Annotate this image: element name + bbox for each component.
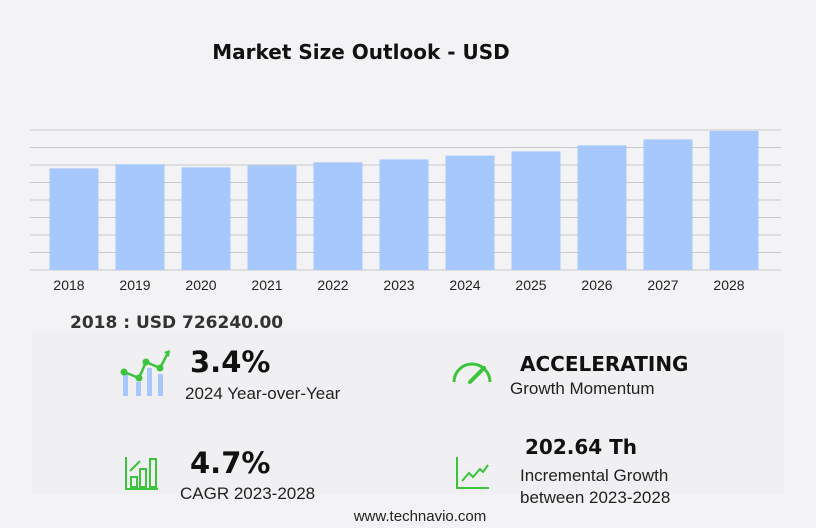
incremental-value: 202.64 Th <box>525 435 638 459</box>
incremental-period: between 2023-2028 <box>520 488 671 507</box>
incremental-growth-icon <box>456 457 489 489</box>
x-tick-label: 2024 <box>449 277 480 293</box>
x-tick-label: 2020 <box>185 277 216 293</box>
cagr-label: CAGR 2023-2028 <box>180 484 316 503</box>
x-tick-label: 2028 <box>713 277 744 293</box>
x-tick-label: 2018 <box>53 277 84 293</box>
incremental-label: Incremental Growth <box>520 466 669 485</box>
bar-2028 <box>709 130 759 270</box>
bar-2026 <box>577 145 627 270</box>
x-tick-label: 2022 <box>317 277 348 293</box>
trend-chart-icon <box>120 350 170 396</box>
x-tick-label: 2023 <box>383 277 414 293</box>
bar-2027 <box>643 139 693 270</box>
bar-2018 <box>49 168 99 270</box>
x-tick-label: 2026 <box>581 277 612 293</box>
bar-2021 <box>247 165 297 270</box>
bar-2023 <box>379 159 429 270</box>
x-tick-label: 2027 <box>647 277 678 293</box>
bar-2024 <box>445 155 495 270</box>
footer-url: www.technavio.com <box>353 508 487 525</box>
cagr-value: 4.7% <box>190 446 271 480</box>
stats-panel <box>32 332 784 494</box>
momentum-value: ACCELERATING <box>520 352 689 376</box>
bar-2025 <box>511 151 561 270</box>
bar-2020 <box>181 167 231 270</box>
yoy-value: 3.4% <box>190 345 271 379</box>
x-tick-label: 2021 <box>251 277 282 293</box>
base-year-value: 2018 : USD 726240.00 <box>70 313 284 333</box>
chart-title: Market Size Outlook - USD <box>212 40 510 64</box>
x-tick-label: 2019 <box>119 277 150 293</box>
bar-2019 <box>115 164 165 270</box>
bar-chart: 2018 2019 2020 2021 2022 2023 2024 2025 2026 2027… <box>30 129 781 293</box>
bar-2022 <box>313 162 363 270</box>
yoy-label: 2024 Year-over-Year <box>185 384 341 403</box>
momentum-label: Growth Momentum <box>510 379 655 398</box>
x-tick-label: 2025 <box>515 277 546 293</box>
speedometer-icon <box>452 362 492 384</box>
bar-growth-icon <box>125 457 158 490</box>
